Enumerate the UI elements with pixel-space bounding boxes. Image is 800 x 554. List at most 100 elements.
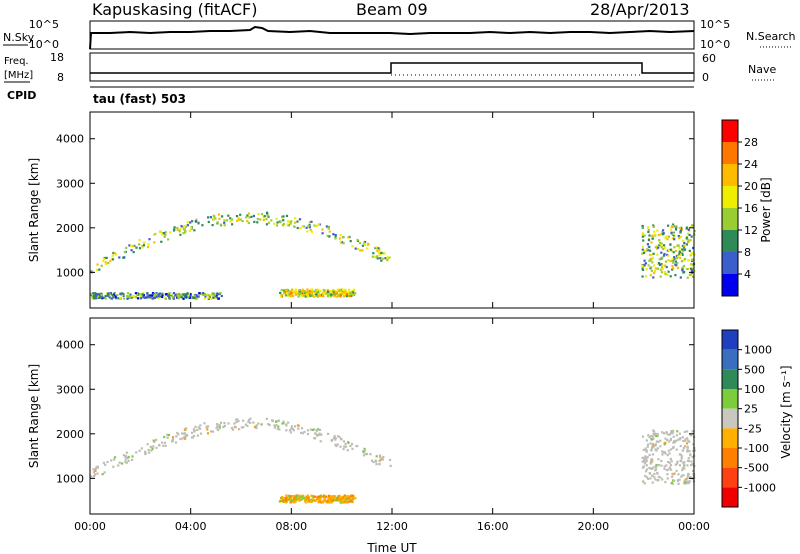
data-cell [653,269,657,273]
data-cell [672,251,675,254]
data-cell [298,218,302,221]
data-cell [303,430,306,434]
data-cell [283,497,286,500]
data-cell [346,449,349,452]
data-cell [285,494,288,497]
data-cell [302,497,305,500]
data-cell [651,261,654,264]
data-cell [645,464,648,467]
data-cell [281,422,284,425]
data-cell [358,242,361,245]
data-cell [667,259,670,262]
data-cell [682,446,686,450]
data-cell [257,422,260,425]
data-cell [268,424,271,427]
data-cell [666,238,669,241]
data-cell [238,428,241,431]
data-cell [655,463,658,467]
data-cell [656,253,659,256]
y-tick-label: 4000 [56,339,84,352]
data-cell [663,252,666,256]
data-cell [677,438,680,441]
data-cell [660,242,663,245]
data-cell [293,225,296,228]
data-cell [373,256,377,259]
data-cell [216,425,219,428]
data-cell [652,432,655,435]
data-cell [127,459,130,462]
data-cell [669,437,672,441]
data-cell [381,252,384,255]
data-cell [253,220,256,223]
data-cell [172,297,175,300]
data-cell [643,462,647,465]
data-cell [310,220,313,223]
freq-trace [90,62,694,74]
data-cell [334,438,337,441]
data-cell [184,231,187,234]
data-cell [112,251,115,255]
data-cell [376,257,379,260]
data-cell [302,294,306,297]
data-cell [652,444,655,447]
data-cell [660,233,663,236]
data-cell [323,494,326,497]
data-cell [672,261,675,264]
data-cell [140,447,143,450]
data-cell [678,438,681,441]
data-cell [330,495,333,498]
data-cell [298,497,301,500]
data-cell [339,240,342,243]
data-cell [306,290,310,293]
data-cell [148,451,151,454]
data-cell [180,432,184,435]
data-cell [195,297,198,300]
nsky-tick-top: 10^5 [29,18,59,31]
data-cell [119,292,122,295]
data-region-2 [90,211,391,274]
data-cell [662,254,666,257]
data-cell [686,446,689,449]
data-cell [273,424,276,427]
data-cell [127,455,130,459]
data-cell [267,423,270,426]
data-cell [644,474,647,478]
data-cell [686,464,689,467]
data-cell [144,452,147,455]
data-cell [218,423,221,427]
data-cell [146,443,149,446]
data-cell [105,256,108,259]
data-cell [649,274,652,277]
data-cell [665,464,668,467]
data-cell [298,289,301,292]
velocity-colorbar: 1000 500 100 25 -25 -100 -500 -1000 [721,329,776,508]
y-tick-label: 2000 [56,222,84,235]
data-cell [182,232,185,235]
data-cell [352,288,356,291]
data-cell [230,218,234,221]
data-cell [192,428,196,431]
data-cell [336,288,339,291]
data-cell [667,249,670,252]
data-cell [683,244,686,248]
data-cell [645,275,648,278]
data-cell [649,462,652,465]
data-cell [118,256,121,259]
data-cell [294,293,297,296]
data-cell [210,297,213,300]
data-cell [246,219,249,223]
data-cell [145,296,148,299]
data-region-1 [90,417,392,478]
data-cell [300,495,303,498]
data-cell [270,219,273,222]
freq-label: Freq. [4,56,29,67]
data-cell [643,234,646,237]
data-cell [328,290,331,293]
data-cell [375,463,378,466]
data-cell [676,255,680,258]
data-cell [344,288,347,291]
data-cell [313,499,317,502]
data-cell [670,432,673,435]
data-cell [681,449,684,452]
